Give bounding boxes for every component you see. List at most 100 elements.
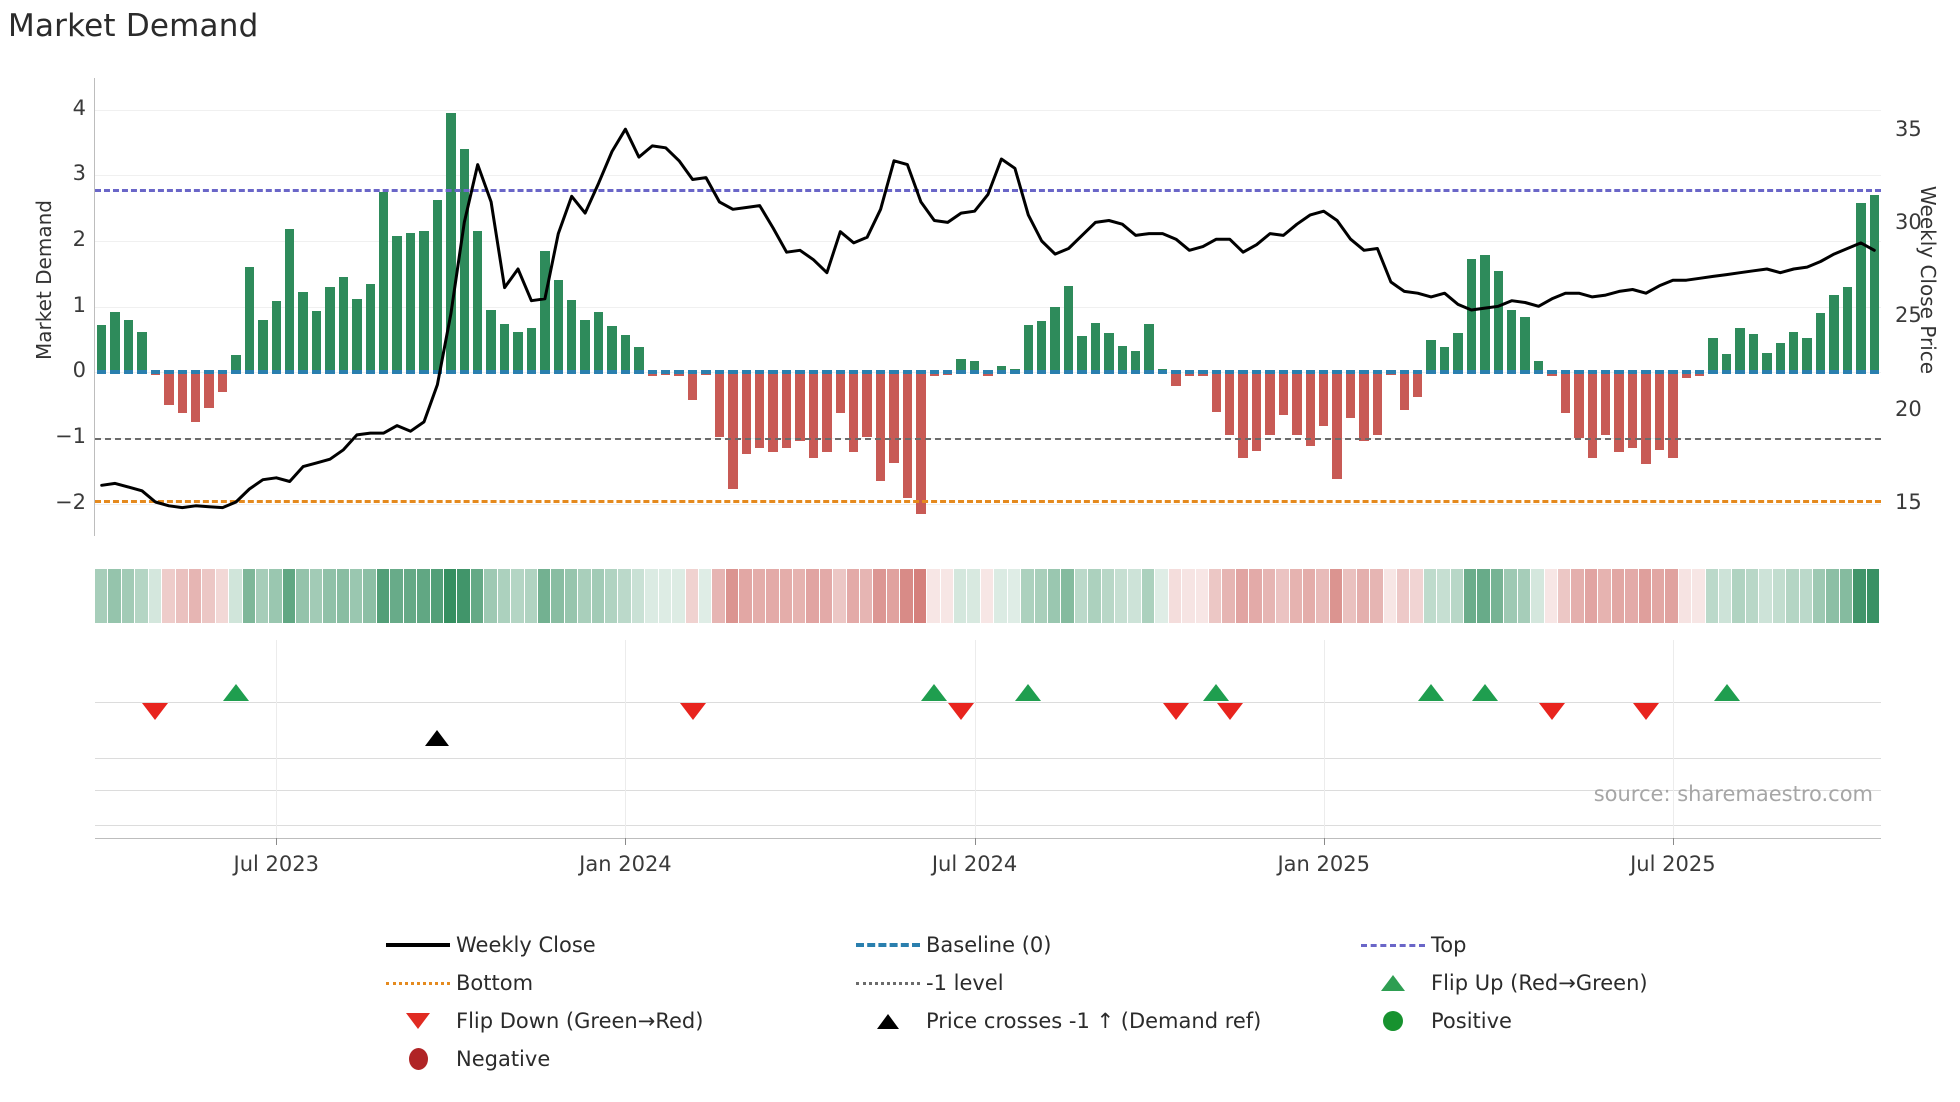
baseline-segment [808,370,819,375]
demand-bar [1413,372,1423,398]
flip-down-marker[interactable] [1633,703,1659,720]
flip-up-marker[interactable] [1015,684,1042,701]
heatmap-cell [1410,569,1424,623]
demand-bar [1708,338,1718,373]
baseline-segment [1104,370,1114,375]
baseline-segment [835,370,845,375]
heatmap-cell [148,569,163,623]
heatmap-cell [242,569,257,623]
baseline-segment [661,370,671,375]
x-axis-tick-label: Jan 2024 [579,852,672,876]
flip-up-marker[interactable] [1471,684,1498,701]
baseline-segment [969,370,980,375]
legend-item[interactable]: Flip Down (Green→Red) [380,1008,850,1034]
flip-up-marker[interactable] [1418,684,1445,701]
flip-down-marker[interactable] [948,703,975,720]
baseline-segment [1641,370,1651,375]
legend-label: Bottom [456,971,534,995]
heatmap-cell [1786,569,1800,623]
flip-up-marker[interactable] [1713,684,1740,701]
flip-up-marker[interactable] [921,684,948,701]
flip-down-marker[interactable] [142,703,169,720]
heatmap-cell [1759,569,1773,623]
heatmap-cell [605,569,619,623]
demand-bar [1238,372,1248,458]
demand-bar [1439,347,1450,373]
x-axis-line [95,838,1881,839]
legend-item[interactable]: Positive [1355,1008,1685,1034]
demand-bar [419,231,429,373]
baseline-segment [1721,370,1732,375]
demand-bar [956,359,966,373]
baseline-segment [728,370,738,375]
flip-down-marker[interactable] [1539,703,1565,720]
y-axis-right-label: Weekly Close Price [1916,185,1940,375]
baseline-segment [1466,370,1477,375]
legend-item[interactable]: Flip Up (Red→Green) [1355,970,1685,996]
demand-bar [1251,372,1262,452]
flip-down-marker[interactable] [1216,703,1243,720]
demand-bar [1560,372,1571,414]
marker-gridline [95,702,1881,703]
heatmap-cell [1651,569,1666,623]
y-axis-right-tick: 20 [1895,396,1922,421]
baseline-segment [1681,370,1691,375]
baseline-segment [1533,370,1544,375]
heatmap-cell [282,569,297,623]
demand-bar [1507,310,1517,373]
demand-bar [1721,354,1732,373]
demand-bar [1090,323,1101,373]
demand-bar [1037,321,1047,373]
demand-bar [1601,372,1611,435]
legend-dot-green-icon [1355,1008,1431,1034]
baseline-segment [1627,370,1638,375]
legend-triangle-down-red-icon [380,1008,456,1034]
baseline-segment [1735,370,1745,375]
heatmap-cell [591,569,606,623]
flip-down-marker[interactable] [679,703,706,720]
price-cross-marker[interactable] [425,730,450,746]
legend-item[interactable]: Baseline (0) [850,932,1355,958]
baseline-segment [607,370,617,375]
heatmap-cell [497,569,512,623]
heatmap-cell [1504,569,1518,623]
baseline-segment [97,370,107,375]
legend-item[interactable]: Price crosses -1 ↑ (Demand ref) [850,1008,1355,1034]
heatmap-cell [1370,569,1384,623]
heatmap-cell [1705,569,1720,623]
heatmap-cell [1074,569,1089,623]
demand-bar [298,292,308,373]
flip-up-marker[interactable] [223,684,249,701]
heatmap-cell [296,569,310,623]
demand-bar [607,326,617,373]
baseline-segment [1171,370,1181,375]
legend-item[interactable]: -1 level [850,970,1355,996]
legend-item[interactable]: Top [1355,932,1685,958]
demand-bar [1627,372,1638,448]
baseline-segment [996,370,1007,375]
baseline-segment [526,370,537,375]
demand-bar [1372,372,1383,435]
demand-bar [513,331,523,373]
baseline-segment [1439,370,1450,375]
baseline-segment [1560,370,1571,375]
heatmap-cell [1316,569,1330,623]
demand-bar [1171,372,1181,386]
flip-up-marker[interactable] [1203,684,1230,701]
heatmap-cell [1692,569,1706,623]
heatmap-cell [1155,569,1169,623]
demand-bar [808,372,819,458]
heatmap-cell [779,569,793,623]
legend-item[interactable]: Negative [380,1046,850,1072]
baseline-segment [1184,370,1195,375]
marker-gridline [95,758,1881,759]
heatmap-cell [658,569,673,623]
heatmap-cell [269,569,283,623]
baseline-segment [1251,370,1262,375]
heatmap-cell [1423,569,1438,623]
flip-down-marker[interactable] [1163,703,1189,720]
baseline-segment [379,370,389,375]
legend-item[interactable]: Bottom [380,970,850,996]
legend-item[interactable]: Weekly Close [380,932,850,958]
heatmap-cell [1061,569,1075,623]
